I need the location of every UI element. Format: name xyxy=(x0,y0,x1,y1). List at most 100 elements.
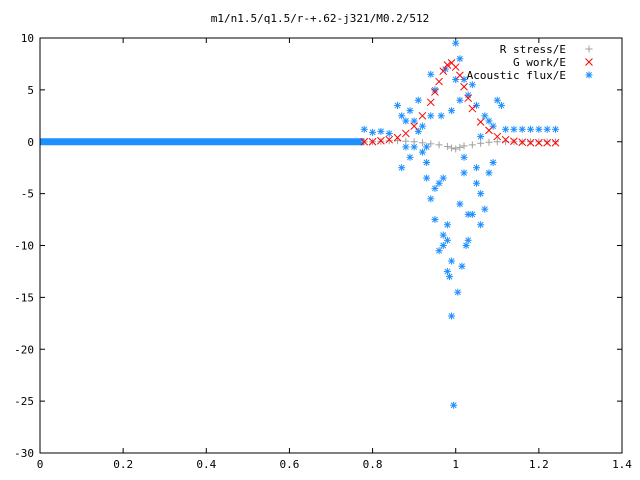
data-point xyxy=(518,138,527,147)
data-point xyxy=(551,138,559,146)
data-point xyxy=(535,138,543,146)
data-point xyxy=(385,137,393,145)
data-point xyxy=(368,137,377,146)
data-point xyxy=(485,138,493,146)
data-point xyxy=(527,125,535,133)
data-point xyxy=(456,71,464,80)
data-point xyxy=(535,138,543,147)
data-point xyxy=(527,138,535,146)
data-point xyxy=(423,143,431,151)
data-point xyxy=(460,82,468,91)
data-point xyxy=(481,205,489,213)
data-point xyxy=(477,221,485,229)
data-point xyxy=(454,288,462,296)
data-point xyxy=(377,127,385,135)
data-point xyxy=(423,159,431,166)
data-point xyxy=(394,137,402,145)
data-point xyxy=(456,55,464,63)
x-tick-label: 0.4 xyxy=(196,458,216,471)
data-point xyxy=(443,142,451,150)
data-point xyxy=(418,111,427,120)
data-point xyxy=(468,141,476,149)
data-point xyxy=(410,138,418,146)
data-point xyxy=(485,117,493,125)
data-point xyxy=(476,118,485,126)
data-marks xyxy=(40,39,560,409)
data-point xyxy=(406,107,414,115)
data-point xyxy=(510,137,518,146)
data-point xyxy=(377,136,385,145)
data-point xyxy=(456,200,464,208)
y-tick-label: -30 xyxy=(14,447,34,460)
data-point xyxy=(460,153,468,161)
data-point xyxy=(439,67,448,76)
data-point xyxy=(481,112,489,120)
data-point xyxy=(526,138,535,147)
data-point xyxy=(439,231,447,239)
data-point xyxy=(435,77,443,86)
data-point xyxy=(423,174,431,182)
data-point xyxy=(456,96,464,104)
data-point xyxy=(489,159,497,166)
data-point xyxy=(398,112,406,120)
axes: 0 0.2 0.4 0.6 0.8 1 1.2 1.4 10 5 0 -5 -10 -15 -20 -25 -3… xyxy=(14,32,632,471)
data-point xyxy=(468,104,477,113)
series-r-stress-e xyxy=(360,137,559,153)
data-point xyxy=(448,257,456,265)
data-point xyxy=(473,101,480,109)
data-point xyxy=(418,148,426,156)
data-point xyxy=(468,81,476,89)
data-point xyxy=(493,132,502,141)
legend-marker xyxy=(585,45,593,53)
y-tick-label: -10 xyxy=(14,240,34,253)
data-point xyxy=(360,125,368,133)
data-point xyxy=(431,184,439,192)
data-point xyxy=(398,164,406,172)
data-point xyxy=(443,236,451,244)
data-point xyxy=(410,122,418,131)
data-point xyxy=(451,63,460,71)
data-point xyxy=(448,312,456,320)
data-point xyxy=(456,143,464,151)
y-tick-label: -25 xyxy=(14,395,34,408)
data-point xyxy=(448,144,456,152)
flux-baseline-band xyxy=(40,138,365,146)
data-point xyxy=(393,133,402,142)
data-point xyxy=(477,133,485,141)
data-point xyxy=(551,125,559,133)
data-point xyxy=(493,96,501,104)
data-point xyxy=(410,117,418,125)
data-point xyxy=(414,96,422,104)
data-point xyxy=(369,128,377,136)
legend-marker xyxy=(585,71,593,79)
x-tick-label: 0.6 xyxy=(279,458,299,471)
data-point xyxy=(460,142,468,150)
data-point xyxy=(460,169,468,177)
data-point xyxy=(464,210,472,218)
x-tick-label: 0 xyxy=(37,458,44,471)
data-point xyxy=(427,112,435,120)
data-point xyxy=(427,195,435,203)
data-point xyxy=(414,127,422,135)
chart-title: m1/n1.5/q1.5/r-+.62-j321/M0.2/512 xyxy=(211,12,430,25)
data-point xyxy=(501,135,510,144)
data-point xyxy=(418,139,426,147)
legend-label: Acoustic flux/E xyxy=(467,69,566,82)
data-point xyxy=(385,135,394,144)
data-point xyxy=(385,129,393,137)
data-point xyxy=(443,221,451,229)
data-point xyxy=(431,88,439,96)
data-point xyxy=(458,262,466,270)
data-point xyxy=(464,94,473,103)
data-point xyxy=(551,138,560,147)
y-tick-label: 5 xyxy=(27,84,34,97)
data-point xyxy=(473,164,480,172)
data-point xyxy=(485,126,493,135)
data-point xyxy=(518,125,526,133)
data-point xyxy=(418,122,426,130)
data-point xyxy=(431,216,439,224)
data-point xyxy=(435,179,443,187)
y-tick-label: -15 xyxy=(14,291,34,304)
data-point xyxy=(493,138,501,146)
